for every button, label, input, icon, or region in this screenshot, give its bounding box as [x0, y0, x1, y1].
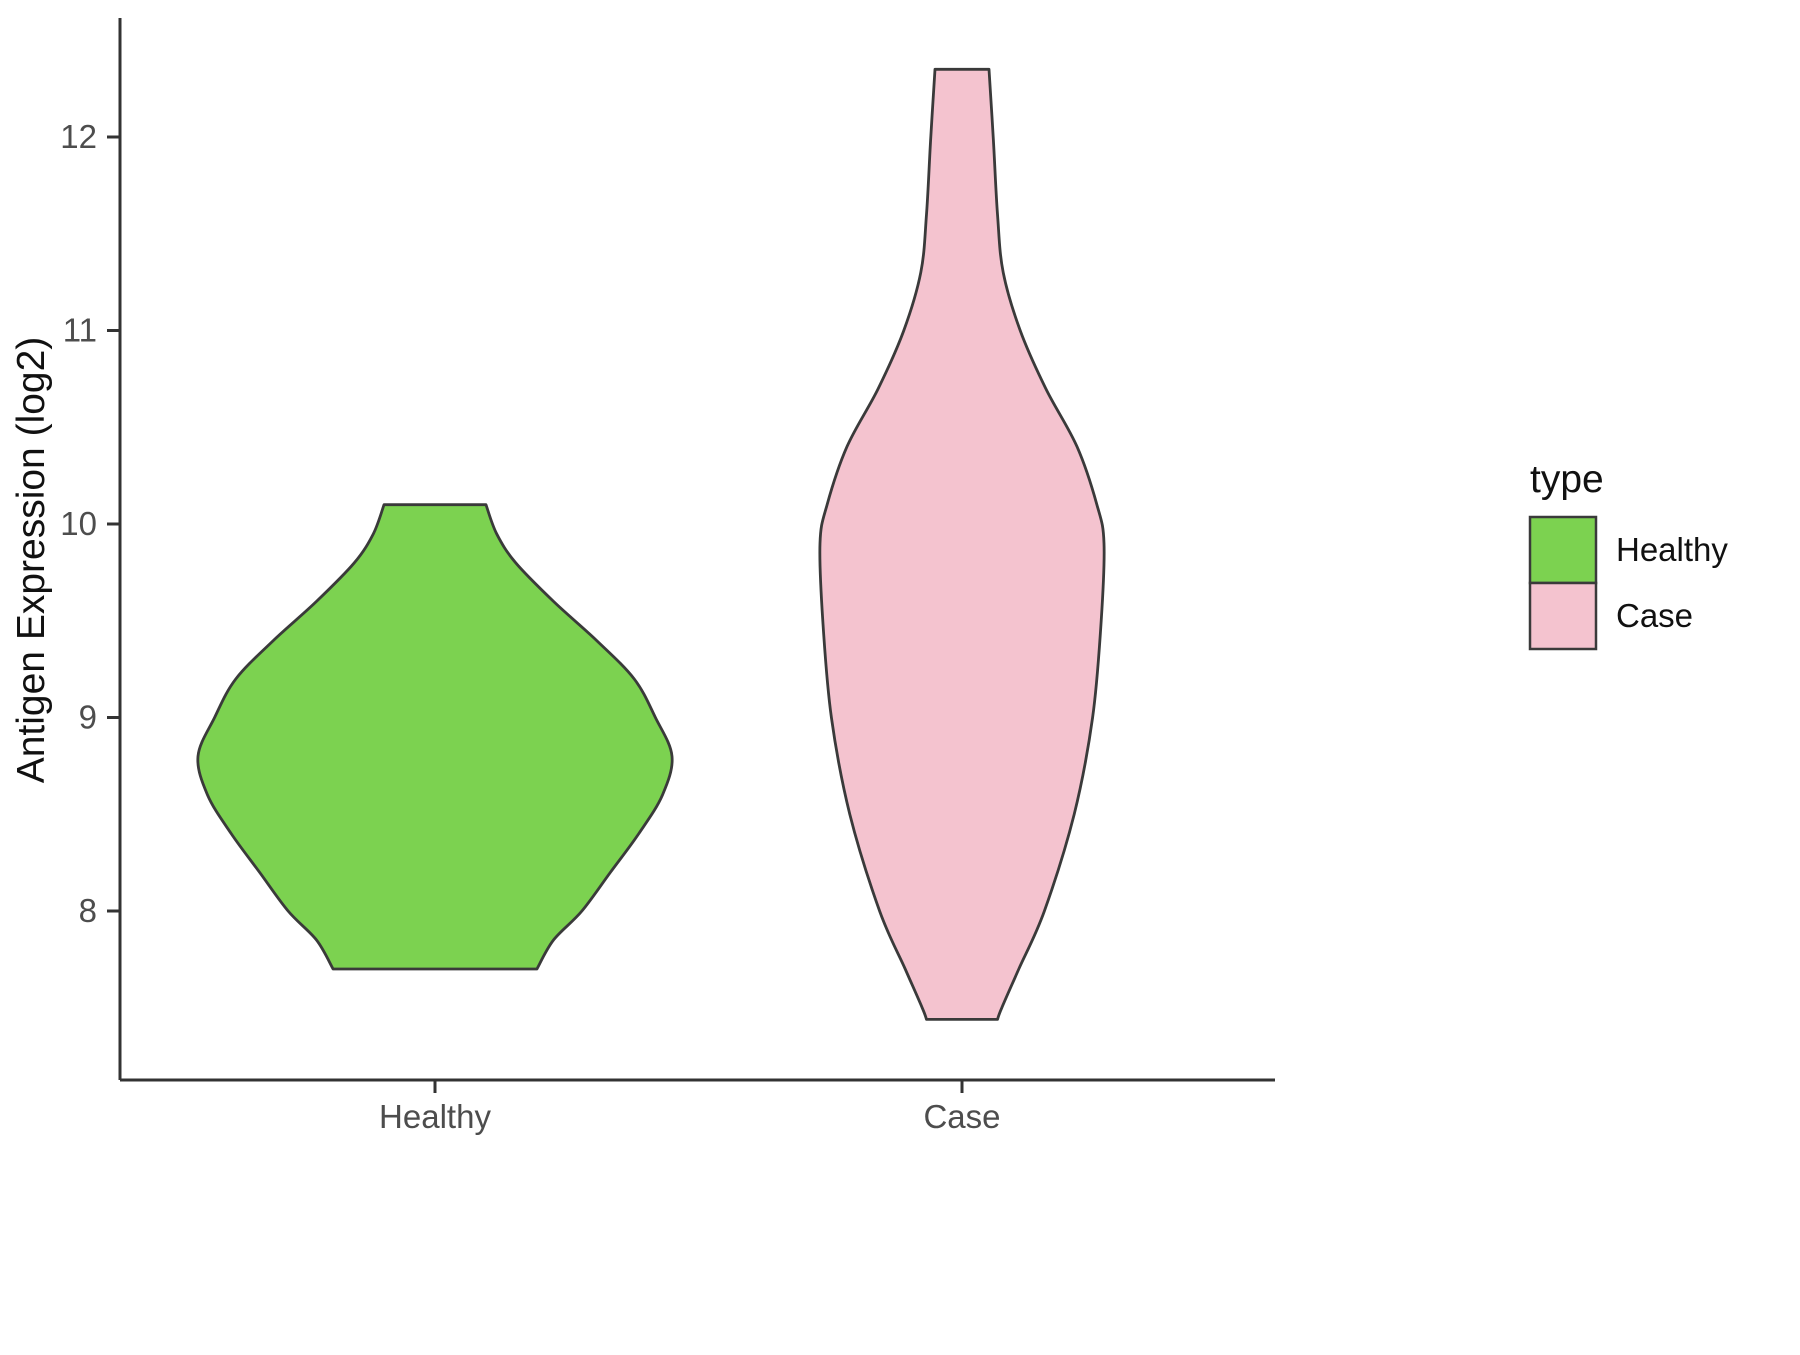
- y-axis-title: Antigen Expression (log2): [10, 337, 53, 784]
- x-tick-label: Healthy: [379, 1098, 491, 1135]
- legend-label-case: Case: [1616, 597, 1693, 634]
- legend-item-healthy: Healthy: [1528, 515, 1728, 585]
- y-tick-label: 11: [63, 312, 97, 349]
- x-tick-label: Case: [923, 1098, 1000, 1135]
- y-tick-label: 12: [60, 118, 97, 155]
- y-tick-label: 10: [60, 505, 97, 542]
- violins: [196, 67, 1106, 1021]
- y-tick-label: 9: [79, 699, 97, 736]
- x-axis-labels: Healthy Case: [379, 1080, 1001, 1135]
- legend-label-healthy: Healthy: [1616, 531, 1728, 568]
- legend-item-case: Case: [1528, 581, 1693, 651]
- legend-swatch-case: [1528, 581, 1598, 651]
- y-tick-label: 8: [79, 892, 97, 929]
- axes: 8 9 10 11 12: [60, 18, 1275, 1082]
- legend-swatch-healthy: [1528, 515, 1598, 585]
- violin-healthy: [196, 503, 674, 971]
- violin-case: [818, 67, 1106, 1021]
- legend: type Healthy Case: [1528, 458, 1728, 651]
- legend-title: type: [1530, 458, 1604, 501]
